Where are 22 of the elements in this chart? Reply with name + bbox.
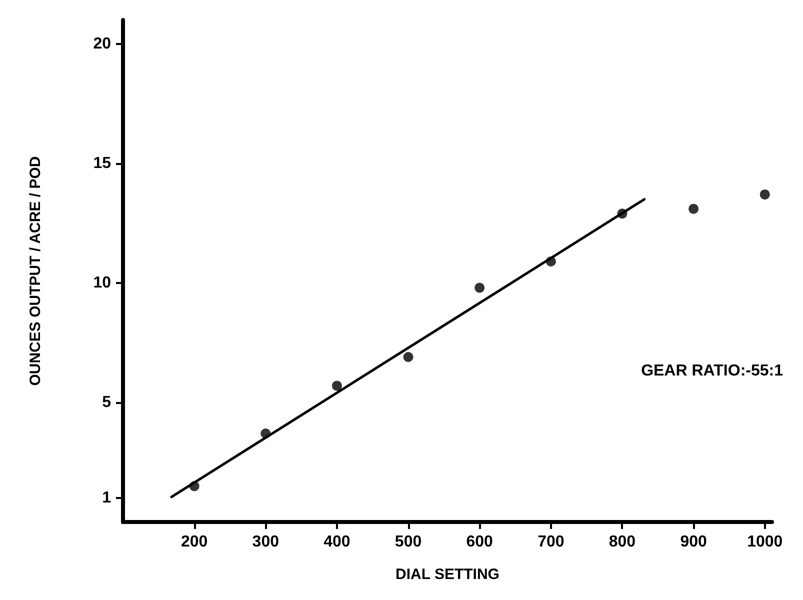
x-tick-label: 800 (608, 534, 636, 550)
y-tick-label: 20 (93, 35, 112, 52)
y-tick-label: 1 (102, 490, 112, 507)
x-tick-label: 300 (252, 534, 280, 550)
x-tick-label: 400 (324, 534, 350, 550)
point (332, 380, 342, 391)
x-tick-label: 700 (538, 534, 564, 550)
point (688, 204, 699, 214)
x-tick-label: 600 (466, 534, 494, 550)
y-tick-label: 5 (102, 394, 112, 411)
point (474, 282, 485, 293)
y-tick-label: 10 (93, 274, 112, 292)
x-tick-label: 200 (180, 534, 208, 550)
point (403, 352, 414, 362)
x-tick-label: 500 (394, 534, 422, 550)
y-axis-title: OUNCES OUTPUT / ACRE / POD (27, 156, 44, 386)
y-tick-label: 15 (93, 154, 112, 172)
x-tick-label: 900 (680, 534, 707, 550)
x-tick-label: 1000 (747, 534, 783, 550)
annotation: GEAR RATIO:-55:1 (641, 362, 784, 380)
point (760, 190, 770, 200)
x-axis-title: DIAL SETTING (396, 566, 500, 583)
